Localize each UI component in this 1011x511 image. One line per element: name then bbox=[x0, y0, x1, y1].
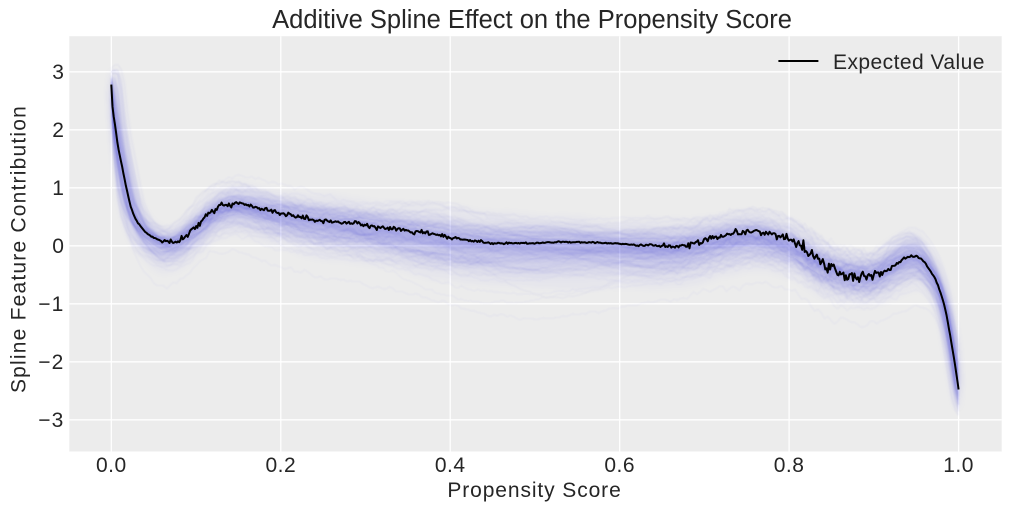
svg-text:1: 1 bbox=[52, 177, 64, 200]
svg-text:3: 3 bbox=[52, 61, 64, 84]
svg-text:0.2: 0.2 bbox=[265, 454, 296, 477]
svg-text:−2: −2 bbox=[38, 351, 64, 374]
svg-text:0.4: 0.4 bbox=[435, 454, 466, 477]
svg-text:Propensity Score: Propensity Score bbox=[447, 479, 621, 502]
svg-text:0.8: 0.8 bbox=[774, 454, 805, 477]
svg-text:0.0: 0.0 bbox=[96, 454, 127, 477]
svg-text:1.0: 1.0 bbox=[943, 454, 974, 477]
svg-text:Spline Feature Contribution: Spline Feature Contribution bbox=[8, 105, 31, 393]
svg-text:0.6: 0.6 bbox=[604, 454, 635, 477]
svg-text:0: 0 bbox=[52, 235, 64, 258]
svg-text:Expected Value: Expected Value bbox=[833, 51, 985, 74]
svg-text:Additive Spline Effect on the: Additive Spline Effect on the Propensity… bbox=[272, 6, 792, 34]
svg-text:−1: −1 bbox=[38, 293, 64, 316]
svg-text:2: 2 bbox=[52, 119, 64, 142]
svg-text:−3: −3 bbox=[38, 409, 64, 432]
